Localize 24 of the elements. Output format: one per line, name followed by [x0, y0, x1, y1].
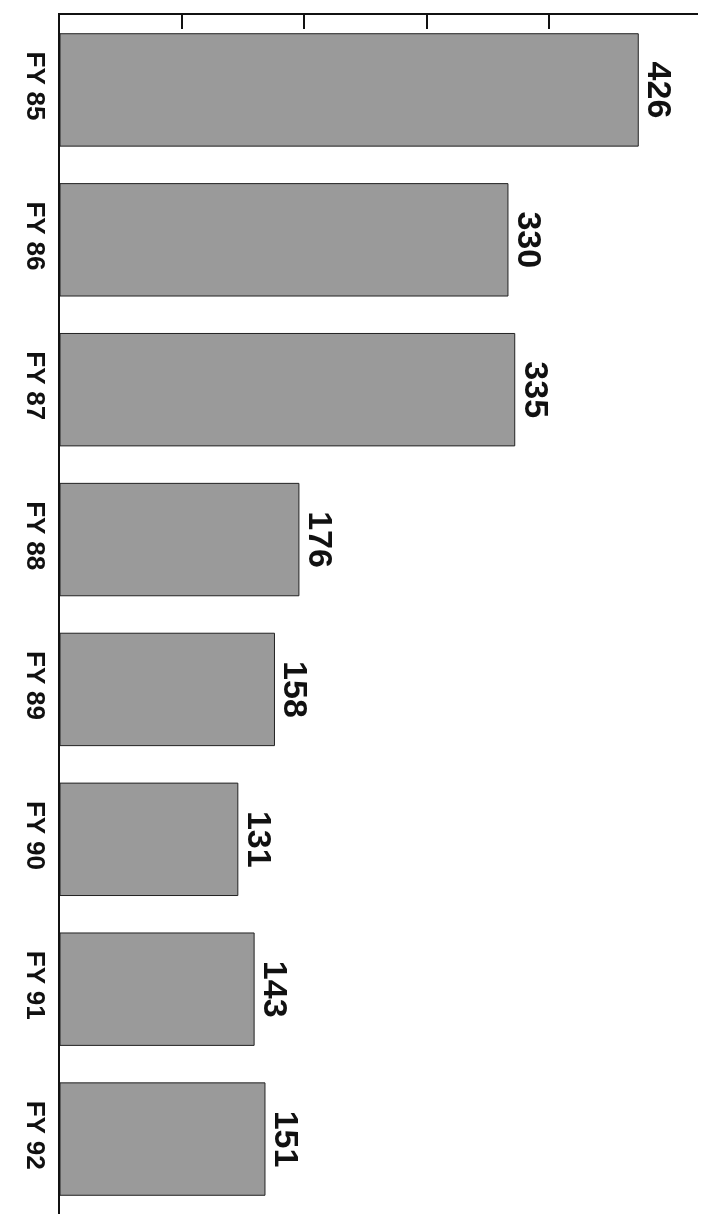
y-tick-label: FY 92: [20, 1100, 51, 1170]
data-label: 131: [240, 810, 279, 868]
bar: [60, 183, 509, 297]
bar: [60, 1082, 266, 1196]
bar: [60, 932, 255, 1046]
data-label: 426: [641, 61, 680, 119]
y-tick-label: FY 91: [20, 950, 51, 1020]
data-label: 158: [277, 661, 316, 718]
bar: [60, 482, 300, 597]
data-label: 335: [517, 361, 556, 419]
data-label: 143: [257, 960, 296, 1018]
data-label: 176: [301, 511, 340, 568]
y-tick-label: FY 90: [20, 800, 51, 870]
y-tick-label: FY 89: [20, 651, 51, 720]
y-tick-label: FY 85: [20, 51, 51, 121]
data-label: 151: [267, 1110, 306, 1168]
bar: [60, 632, 275, 747]
data-label: 330: [510, 211, 549, 269]
bar: [60, 332, 516, 447]
bar: [60, 782, 239, 897]
bar: [60, 33, 639, 147]
y-tick-label: FY 86: [20, 201, 51, 271]
y-tick-label: FY 88: [20, 501, 51, 571]
y-tick-label: FY 87: [20, 351, 51, 421]
